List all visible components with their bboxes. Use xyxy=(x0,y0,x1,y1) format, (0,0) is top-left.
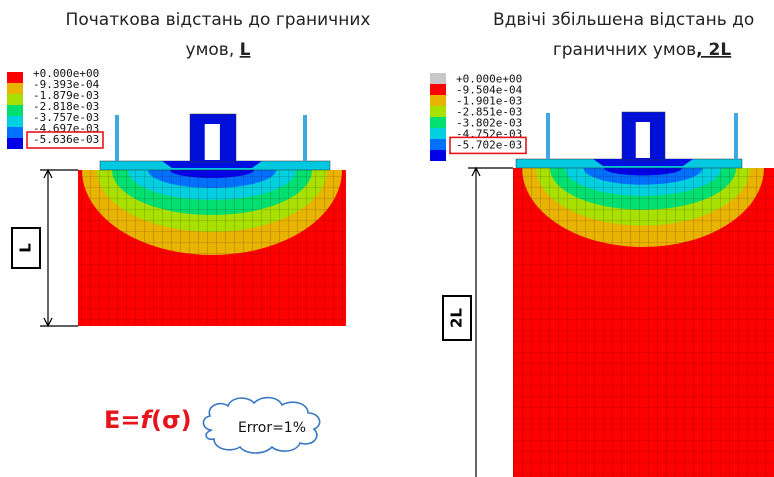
left-dimension-label: L xyxy=(17,243,35,253)
legend-swatch xyxy=(7,127,23,138)
post xyxy=(303,115,307,161)
right-dimension-label: 2L xyxy=(448,308,466,328)
legend-swatch xyxy=(7,116,23,127)
post xyxy=(734,113,738,159)
legend-swatch xyxy=(430,139,446,150)
left-title-text: умов, xyxy=(186,40,240,60)
legend-swatch xyxy=(430,106,446,117)
right-legend: +0.000e+00-9.504e-04-1.901e-03-2.851e-03… xyxy=(430,72,526,161)
legend-swatch xyxy=(430,84,446,95)
formula-argument: (σ) xyxy=(151,406,192,434)
left-model xyxy=(78,85,346,326)
legend-swatch xyxy=(7,94,23,105)
legend-swatch xyxy=(7,105,23,116)
legend-swatch xyxy=(7,138,23,149)
mesh-lines xyxy=(513,168,774,477)
left-legend: +0.000e+00-9.393e-04-1.879e-03-2.818e-03… xyxy=(7,67,103,149)
block-window xyxy=(205,124,220,160)
legend-label: -5.636e-03 xyxy=(33,133,99,146)
block-window xyxy=(636,122,650,158)
right-model xyxy=(513,89,774,477)
figure: Початкова відстань до граничних умов, L … xyxy=(0,0,774,477)
right-title-symbol: , 2L xyxy=(696,40,731,60)
legend-swatch xyxy=(430,95,446,106)
right-title-text: граничних умов xyxy=(553,40,696,60)
formula-prefix: E= xyxy=(104,406,141,434)
left-title-symbol: L xyxy=(240,40,251,60)
legend-swatch xyxy=(430,73,446,84)
right-title: граничних умов, 2L xyxy=(553,40,731,60)
legend-swatch xyxy=(7,83,23,94)
right-title: Вдвічі збільшена відстань до xyxy=(493,10,754,30)
post xyxy=(546,113,550,159)
formula: E=f(σ) xyxy=(104,406,192,434)
legend-swatch xyxy=(7,72,23,83)
left-title: умов, L xyxy=(186,40,251,60)
mesh-lines xyxy=(78,170,346,326)
left-title: Початкова відстань до граничних xyxy=(66,10,371,30)
post xyxy=(115,115,119,161)
legend-swatch xyxy=(430,117,446,128)
legend-swatch xyxy=(430,150,446,161)
legend-swatch xyxy=(430,128,446,139)
cloud-text: Error=1% xyxy=(238,420,306,436)
page: Початкова відстань до граничних умов, L … xyxy=(0,0,774,477)
legend-label: -5.702e-03 xyxy=(456,138,522,151)
